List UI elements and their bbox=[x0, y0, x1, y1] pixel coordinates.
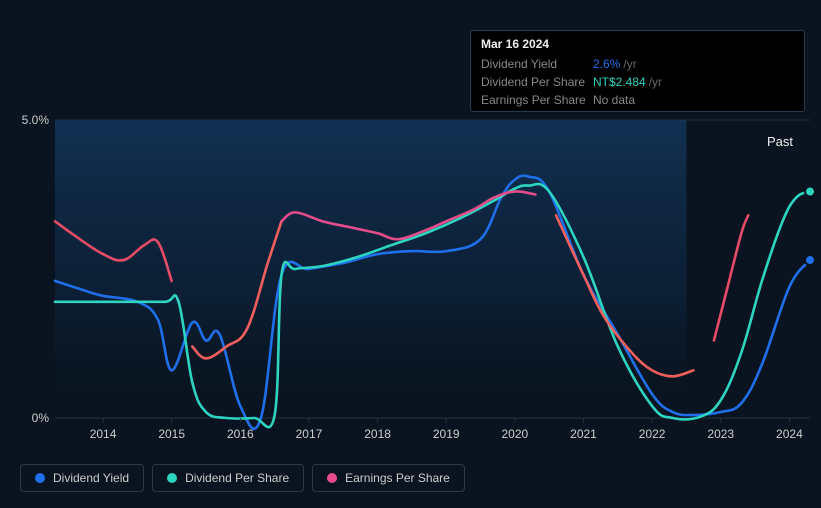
chart-svg: 2014 2015 2016 2017 2018 2019 2020 2021 2022 2023… bbox=[20, 110, 816, 450]
legend-label: Earnings Per Share bbox=[345, 471, 450, 485]
tooltip-row: Earnings Per ShareNo data bbox=[471, 91, 804, 109]
legend-dot-icon bbox=[327, 473, 337, 483]
legend-item[interactable]: Dividend Yield bbox=[20, 464, 144, 492]
tooltip-row-label: Earnings Per Share bbox=[481, 93, 593, 107]
tooltip-row-label: Dividend Yield bbox=[481, 57, 593, 71]
tooltip-row: Dividend Yield2.6%/yr bbox=[471, 55, 804, 73]
svg-text:2022: 2022 bbox=[639, 427, 666, 441]
svg-text:2018: 2018 bbox=[364, 427, 391, 441]
legend: Dividend Yield Dividend Per Share Earnings… bbox=[20, 464, 465, 492]
legend-dot-icon bbox=[35, 473, 45, 483]
tooltip-row-value: 2.6%/yr bbox=[593, 57, 637, 71]
svg-text:5.0%: 5.0% bbox=[22, 113, 50, 127]
svg-text:2020: 2020 bbox=[502, 427, 529, 441]
svg-text:2017: 2017 bbox=[296, 427, 323, 441]
legend-label: Dividend Yield bbox=[53, 471, 129, 485]
svg-text:2021: 2021 bbox=[570, 427, 597, 441]
svg-text:2014: 2014 bbox=[90, 427, 117, 441]
chart-container: Mar 16 2024 Dividend Yield2.6%/yrDividen… bbox=[0, 0, 821, 508]
tooltip-date: Mar 16 2024 bbox=[471, 33, 804, 55]
tooltip-row-label: Dividend Per Share bbox=[481, 75, 593, 89]
svg-text:2023: 2023 bbox=[707, 427, 734, 441]
svg-text:2016: 2016 bbox=[227, 427, 254, 441]
svg-text:0%: 0% bbox=[32, 411, 50, 425]
chart-plot: 2014 2015 2016 2017 2018 2019 2020 2021 2022 2023… bbox=[20, 110, 816, 450]
legend-item[interactable]: Dividend Per Share bbox=[152, 464, 304, 492]
legend-label: Dividend Per Share bbox=[185, 471, 289, 485]
legend-dot-icon bbox=[167, 473, 177, 483]
legend-item[interactable]: Earnings Per Share bbox=[312, 464, 465, 492]
svg-text:2015: 2015 bbox=[158, 427, 185, 441]
tooltip: Mar 16 2024 Dividend Yield2.6%/yrDividen… bbox=[470, 30, 805, 112]
past-label: Past bbox=[767, 134, 793, 149]
tooltip-row-value: No data bbox=[593, 93, 635, 107]
tooltip-row-value: NT$2.484/yr bbox=[593, 75, 662, 89]
tooltip-row: Dividend Per ShareNT$2.484/yr bbox=[471, 73, 804, 91]
svg-text:2024: 2024 bbox=[776, 427, 803, 441]
svg-text:2019: 2019 bbox=[433, 427, 460, 441]
